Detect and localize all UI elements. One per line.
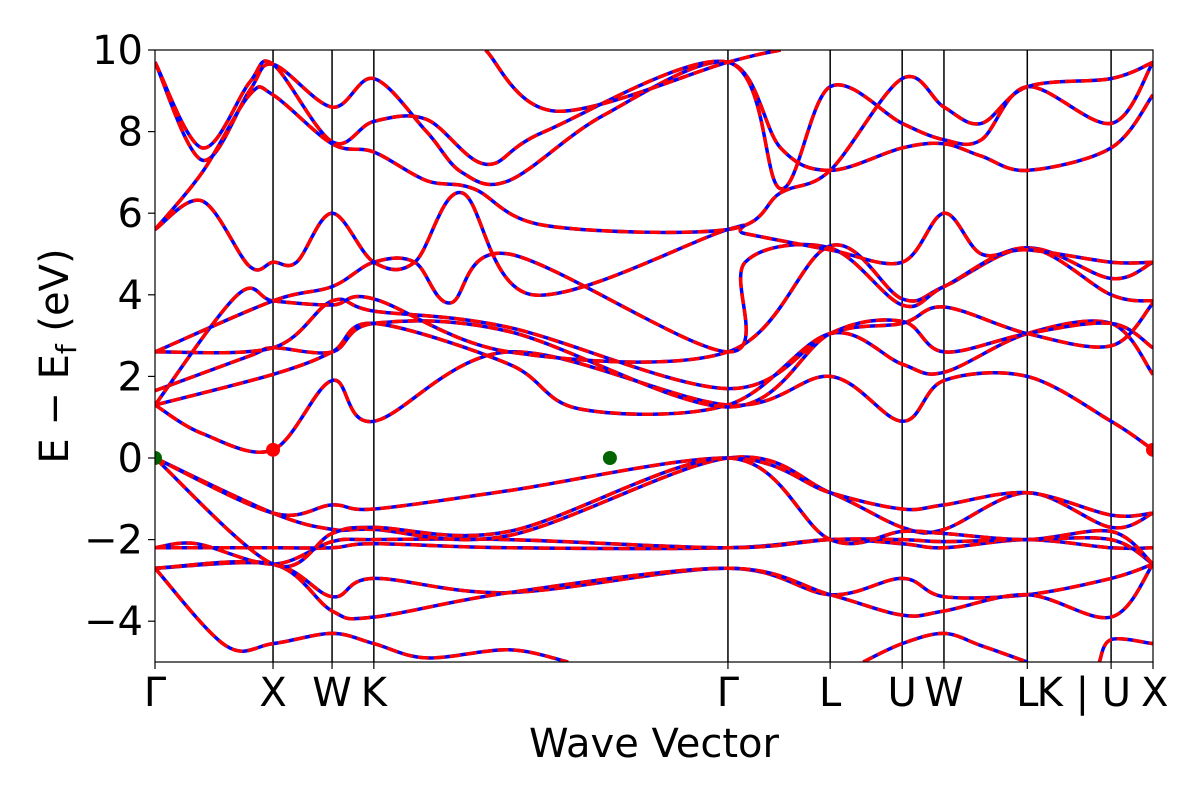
band-17-dashed — [155, 191, 1153, 297]
band-19-dashed — [155, 59, 1153, 191]
vbm-marker-2 — [602, 451, 617, 465]
y-tick-label: 2 — [118, 354, 143, 400]
x-tick-label: X — [1141, 670, 1168, 716]
y-tick-label: −2 — [84, 518, 143, 564]
band-11-dashed — [155, 350, 1153, 454]
band-5-dashed — [155, 559, 1153, 621]
x-tick-label: U — [888, 670, 917, 716]
band-edge-markers — [155, 442, 1153, 465]
y-tick-label: 10 — [92, 28, 143, 74]
band-16-dashed — [155, 242, 1153, 354]
band-5-solid — [155, 559, 1153, 621]
band-12-dashed — [155, 319, 1153, 417]
vbm-marker-1 — [155, 451, 162, 465]
band-3-solid — [862, 631, 1028, 662]
x-tick-label: Γ — [144, 670, 167, 716]
x-tick-label: W — [312, 670, 352, 716]
x-tick-label: X — [259, 670, 286, 716]
y-axis-label: E − Ef (eV) — [32, 248, 83, 463]
y-axis-label-main: E − E — [32, 354, 78, 464]
band-8-dashed — [155, 455, 1153, 542]
x-tick-label: W — [924, 670, 964, 716]
y-tick-label: 4 — [118, 273, 143, 319]
band-9-dashed — [155, 456, 1153, 519]
cbm-marker-3 — [266, 442, 281, 457]
y-axis-ticks: −4 −2 0 2 4 6 8 10 — [84, 28, 155, 645]
x-tick-label: K | U — [1037, 670, 1131, 716]
band-10-dashed — [155, 456, 1153, 569]
bands — [155, 50, 1153, 662]
band-21-dashed — [484, 50, 781, 113]
x-tick-label: K — [361, 670, 389, 716]
band-19-solid — [155, 59, 1153, 191]
y-axis-label-subscript: f — [50, 343, 83, 354]
x-tick-label: Γ — [717, 670, 740, 716]
band-11-solid — [155, 350, 1153, 454]
band-2-solid — [155, 567, 569, 662]
y-tick-label: 6 — [118, 191, 143, 237]
band-4-dashed — [1097, 637, 1153, 662]
band-1-dashed — [155, 560, 1153, 600]
plot-frame — [154, 49, 1154, 663]
x-axis-label: Wave Vector — [529, 721, 780, 767]
y-tick-label: 8 — [118, 110, 143, 156]
y-axis-label-units: (eV) — [32, 248, 78, 344]
band-14-dashed — [155, 297, 1153, 391]
band-3-dashed — [862, 631, 1028, 662]
band-17-solid — [155, 191, 1153, 297]
x-tick-label: L — [819, 670, 842, 716]
band-20-dashed — [155, 60, 1153, 235]
cbm-marker-4 — [1146, 442, 1153, 457]
band-2-dashed — [155, 567, 569, 662]
y-tick-label: −4 — [84, 599, 143, 645]
x-tick-label: L — [1016, 670, 1039, 716]
band-12-solid — [155, 319, 1153, 417]
y-tick-label: 0 — [118, 436, 143, 482]
